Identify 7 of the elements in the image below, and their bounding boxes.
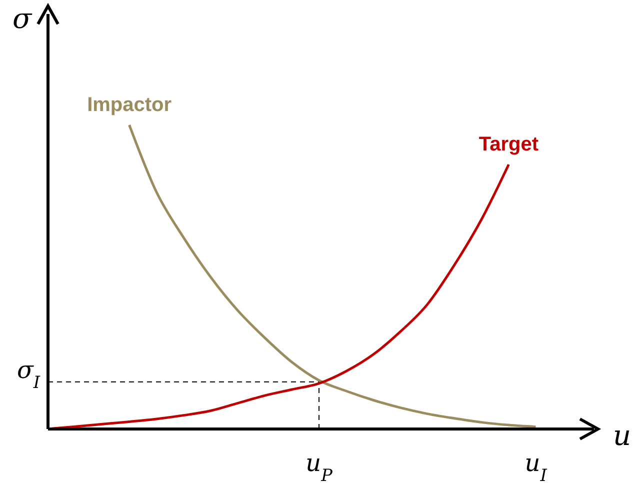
ref-line-label: σ$_{I}$ bbox=[16, 356, 40, 392]
x-tick-label: u$_{P}$ bbox=[306, 449, 334, 483]
x-tick-label: u$_{I}$ bbox=[524, 449, 548, 483]
series-label: Impactor bbox=[87, 94, 172, 116]
series-label: Target bbox=[478, 134, 539, 156]
y-axis-title: σ bbox=[12, 2, 32, 35]
x-axis-title: u bbox=[612, 419, 632, 452]
